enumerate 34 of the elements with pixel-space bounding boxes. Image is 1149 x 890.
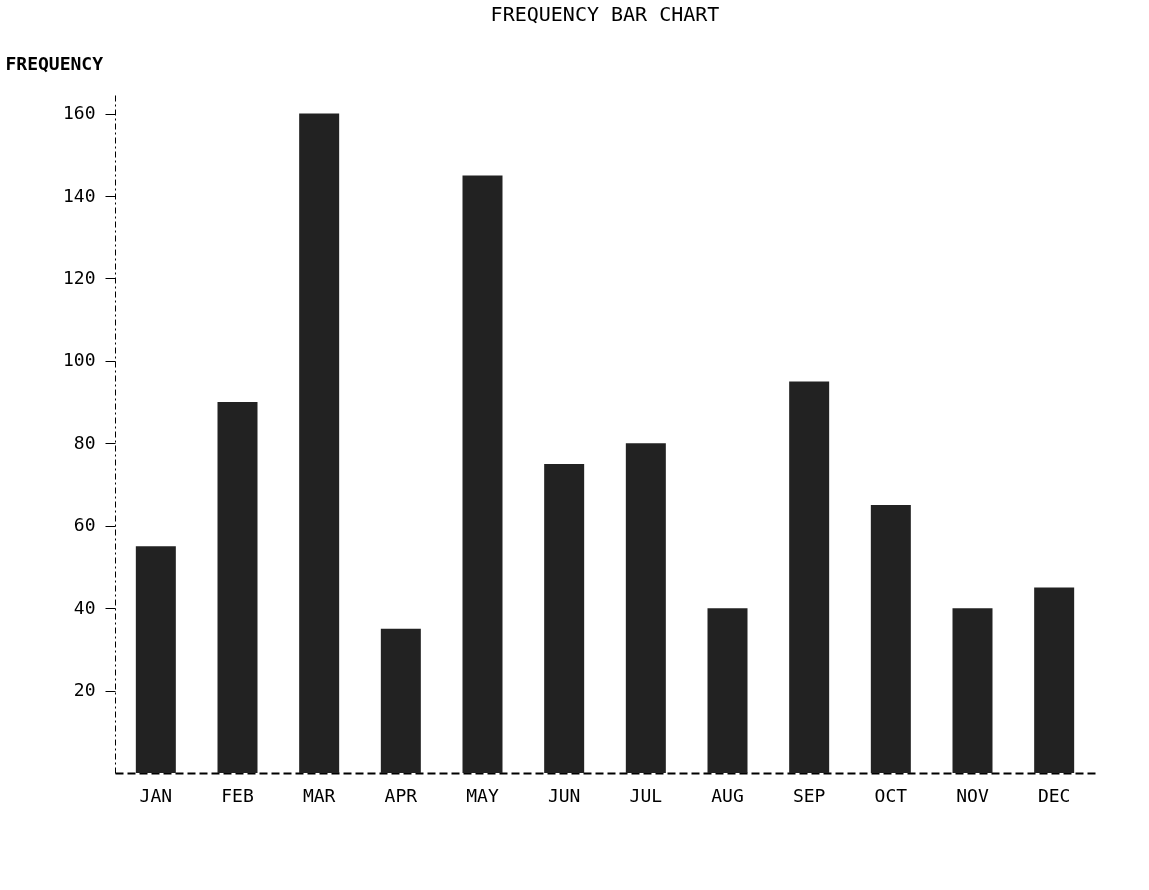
bar (544, 463, 585, 773)
y-tick-label: 160 (62, 102, 96, 124)
bar (952, 608, 993, 773)
bar (707, 608, 748, 773)
x-tick-label: JAN (139, 784, 173, 806)
bar (625, 443, 666, 773)
x-tick-label: AUG (711, 784, 744, 806)
x-tick-label: MAY (466, 784, 499, 806)
bar (462, 175, 503, 773)
x-tick-label: SEP (792, 784, 826, 806)
x-tick-label: FEB (221, 784, 254, 806)
x-tick-label: APR (384, 784, 418, 806)
x-tick-label: DEC (1037, 784, 1071, 806)
bar (299, 113, 340, 773)
y-tick-label: 100 (62, 349, 96, 371)
bar (870, 505, 911, 773)
x-tick-label: JUN (547, 784, 581, 806)
y-tick-label: 140 (62, 184, 96, 206)
bar (789, 381, 830, 773)
x-tick-label: NOV (956, 784, 989, 806)
y-tick-label: 40 (73, 596, 96, 618)
bar (135, 546, 176, 773)
bar (1034, 587, 1075, 773)
y-axis-title: FREQUENCY (5, 52, 104, 74)
bar (380, 628, 421, 773)
y-tick-label: 20 (73, 679, 96, 701)
x-tick-label: MAR (302, 784, 336, 806)
chart-title: FREQUENCY BAR CHART (490, 2, 720, 26)
y-tick-label: 120 (62, 266, 96, 288)
x-tick-label: OCT (874, 784, 908, 806)
bar (217, 402, 258, 773)
x-tick-label: JUL (629, 784, 663, 806)
y-tick-label: 80 (73, 431, 96, 453)
y-tick-label: 60 (73, 514, 96, 536)
